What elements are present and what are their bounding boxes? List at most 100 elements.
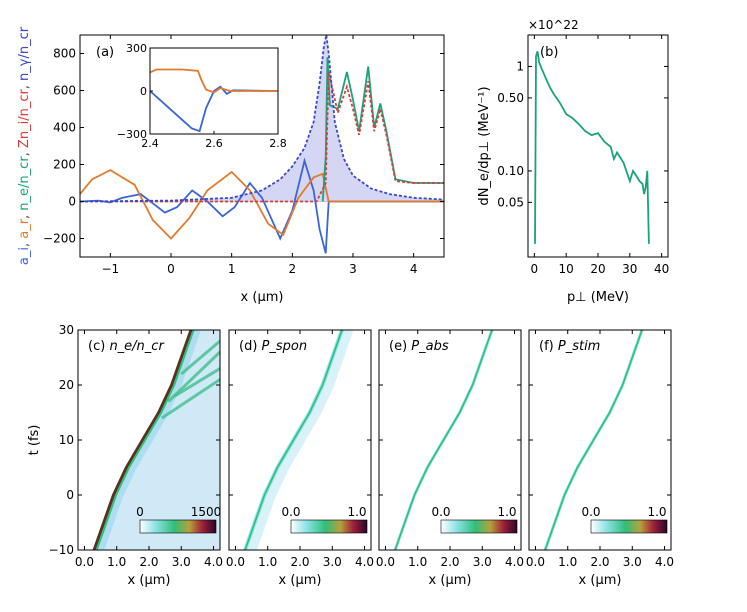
density-halo — [94, 330, 201, 550]
y-tick-label: 0 — [66, 488, 74, 502]
y-tick-label: 0.10 — [497, 164, 524, 178]
inset-y-tick-label: 0 — [140, 85, 147, 98]
panel-label: (e) P_abs — [389, 339, 449, 354]
x-tick-label: 30 — [622, 262, 637, 276]
inset-x-tick-label: 2.4 — [141, 137, 159, 150]
panel-b-series — [534, 50, 650, 244]
x-tick-label: 40 — [654, 262, 669, 276]
y-tick-label: 1 — [516, 59, 524, 73]
y-tick-label: 0.50 — [497, 91, 524, 105]
spon-halo — [246, 330, 354, 550]
colorbar — [139, 519, 217, 534]
y-tick-label: 10 — [59, 433, 74, 447]
panel-a-frame — [79, 34, 445, 258]
y-tick-label: 600 — [53, 84, 76, 98]
x-axis-label: x (μm) — [579, 573, 622, 588]
series-a-r — [80, 169, 444, 240]
x-tick-label: 0.0 — [376, 555, 395, 569]
x-tick-label: 0.0 — [226, 555, 245, 569]
y-tick-label: 400 — [53, 121, 76, 135]
panel-b-xticks: 0 10 20 30 40 — [531, 35, 669, 276]
x-tick-label: 2.0 — [290, 555, 309, 569]
inset-x-tick-label: 2.8 — [269, 137, 287, 150]
x-tick-label: −1 — [101, 262, 119, 276]
colorbar-max-label: 1.0 — [347, 505, 366, 519]
ylabel-part: a_r — [17, 218, 32, 238]
plasma-region — [94, 330, 220, 550]
x-tick-label: 0.0 — [75, 555, 94, 569]
x-tick-label: 3.0 — [172, 555, 191, 569]
panel-e-map — [393, 330, 494, 550]
ylabel-part: Zn_i/n_cr — [17, 89, 32, 149]
inset-series — [149, 68, 279, 133]
panel-label: (f) P_stim — [539, 339, 600, 354]
panel-a: −1 0 1 2 3 4 −200 0 200 400 600 800 (a) x (μm) a_i… — [17, 26, 445, 305]
series-a-i — [80, 157, 444, 254]
bottom-ylabel: t (fs) — [27, 425, 42, 456]
colorbar-max-label: 1.0 — [497, 505, 516, 519]
panel-b-multiplier: ×10^22 — [528, 18, 579, 32]
series-Zn-i-n-cr — [80, 71, 444, 203]
colorbar-max-label: 1500 — [191, 505, 222, 519]
inset-x-tick-label: 2.6 — [205, 137, 223, 150]
series-n---n-cr — [80, 35, 444, 203]
x-tick-label: 2 — [289, 262, 297, 276]
panel-a-xticks: −1 0 1 2 3 4 — [101, 35, 417, 276]
emission-core — [244, 330, 343, 550]
x-tick-label: 20 — [590, 262, 605, 276]
inset-series-a-r — [149, 68, 278, 94]
panel-d-map — [243, 330, 354, 550]
y-tick-label: 30 — [59, 323, 74, 337]
inset-yticks: −300 0 300 — [117, 42, 153, 141]
x-tick-label: 4.0 — [204, 555, 223, 569]
panel-label: (c) n_e/n_cr — [88, 339, 165, 354]
panel-b-yticks: 0.05 0.10 0.50 1 — [497, 59, 668, 209]
density-front — [92, 330, 193, 550]
x-tick-label: 10 — [559, 262, 574, 276]
x-tick-label: 3 — [349, 262, 357, 276]
colorbar — [290, 519, 368, 534]
panel-b-ylabel: dN_e/dp⊥ (MeV⁻¹) — [477, 86, 492, 205]
panel-f-map — [543, 330, 644, 550]
x-axis-label: x (μm) — [279, 573, 322, 588]
inset-xticks: 2.4 2.6 2.8 — [141, 131, 287, 150]
colorbar-max-label: 1.0 — [647, 505, 666, 519]
x-tick-label: 4.0 — [505, 555, 524, 569]
emission-core — [394, 330, 493, 550]
panel-a-yticks: −200 0 200 400 600 800 — [43, 47, 444, 246]
x-tick-label: 4 — [410, 262, 418, 276]
y-tick-label: 0.05 — [497, 195, 524, 209]
y-tick-label: −10 — [49, 543, 74, 557]
x-tick-label: 3.0 — [323, 555, 342, 569]
density-jet — [174, 367, 220, 398]
inset-series-a-i — [149, 85, 279, 133]
bottom-yticks: −10 0 10 20 30 — [49, 323, 74, 557]
colorbar-min-label: 0.0 — [581, 505, 600, 519]
x-tick-label: 4.0 — [655, 555, 674, 569]
x-tick-label: 3.0 — [473, 555, 492, 569]
y-tick-label: −200 — [43, 232, 76, 246]
colorbar — [440, 519, 518, 534]
x-tick-label: 1.0 — [558, 555, 577, 569]
x-tick-label: 1.0 — [408, 555, 427, 569]
x-tick-label: 0 — [531, 262, 539, 276]
panel-c-map — [92, 330, 220, 550]
density-jet — [161, 378, 220, 420]
colorbar-min-label: 0.0 — [281, 505, 300, 519]
panel-b: 0 10 20 30 40 0.05 0.10 0.50 1 (b) ×10^22 p⊥ (M… — [477, 18, 669, 305]
panel-b-label: (b) — [540, 45, 558, 60]
emission-core — [544, 330, 643, 550]
y-tick-label: 200 — [53, 158, 76, 172]
colorbar-min-label: 0.0 — [431, 505, 450, 519]
panel-a-label: (a) — [96, 45, 114, 60]
x-tick-label: 1 — [228, 262, 236, 276]
x-tick-label: 4.0 — [355, 555, 374, 569]
y-tick-label: 0 — [68, 195, 76, 209]
panel-a-ylabel: a_i, a_r, n_e/n_cr, Zn_i/n_cr, n_γ/n_cr — [17, 26, 32, 265]
spectrum-line — [534, 50, 650, 244]
x-axis-label: x (μm) — [429, 573, 472, 588]
colorbar-min-label: 0 — [136, 505, 144, 519]
x-tick-label: 2.0 — [590, 555, 609, 569]
x-tick-label: 2.0 — [440, 555, 459, 569]
